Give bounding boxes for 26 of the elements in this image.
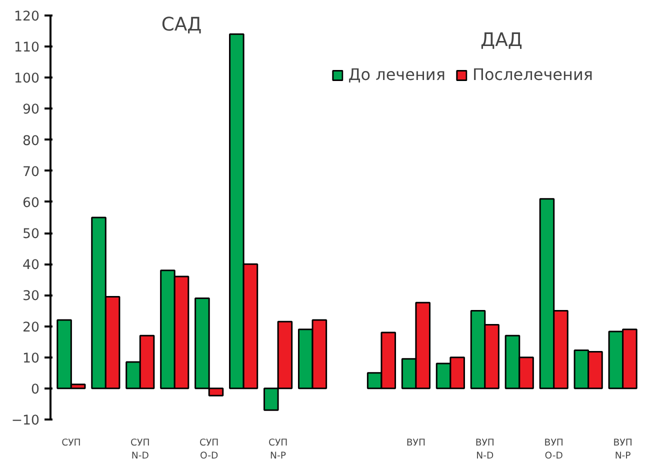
- y-tick-label: 100: [14, 72, 40, 87]
- y-tick-label: 80: [22, 134, 40, 149]
- y-tick-label: 20: [22, 320, 40, 336]
- y-tick-label: 110: [14, 40, 40, 56]
- x-tick-label: ВУП: [406, 438, 426, 448]
- x-tick-label: СУП N-P: [268, 438, 288, 462]
- x-tick-label: ВУП N-P: [613, 438, 632, 462]
- x-tick-label: ВУП O-D: [544, 438, 564, 462]
- x-tick-label: СУП: [62, 438, 81, 448]
- y-tick-label: 40: [22, 258, 40, 274]
- y-tick-label: −10: [11, 414, 40, 428]
- legend-label: До лечения: [348, 65, 446, 84]
- annotation: ДАД: [480, 30, 522, 51]
- y-tick-label: 10: [22, 351, 40, 366]
- x-tick-label: СУП N-D: [130, 438, 150, 462]
- x-tick-label: СУП O-D: [199, 438, 219, 462]
- y-tick-label: 60: [22, 196, 40, 211]
- y-tick-label: 90: [22, 102, 40, 118]
- annotation: САД: [161, 14, 202, 36]
- legend-label: Послелечения: [472, 65, 593, 84]
- y-tick-label: 120: [14, 10, 40, 24]
- y-tick-label: 50: [22, 227, 40, 242]
- x-tick-label: ВУП N-D: [475, 438, 494, 462]
- y-tick-label: 0: [31, 382, 40, 398]
- y-tick-label: 30: [22, 289, 40, 304]
- y-tick-label: 70: [22, 164, 40, 180]
